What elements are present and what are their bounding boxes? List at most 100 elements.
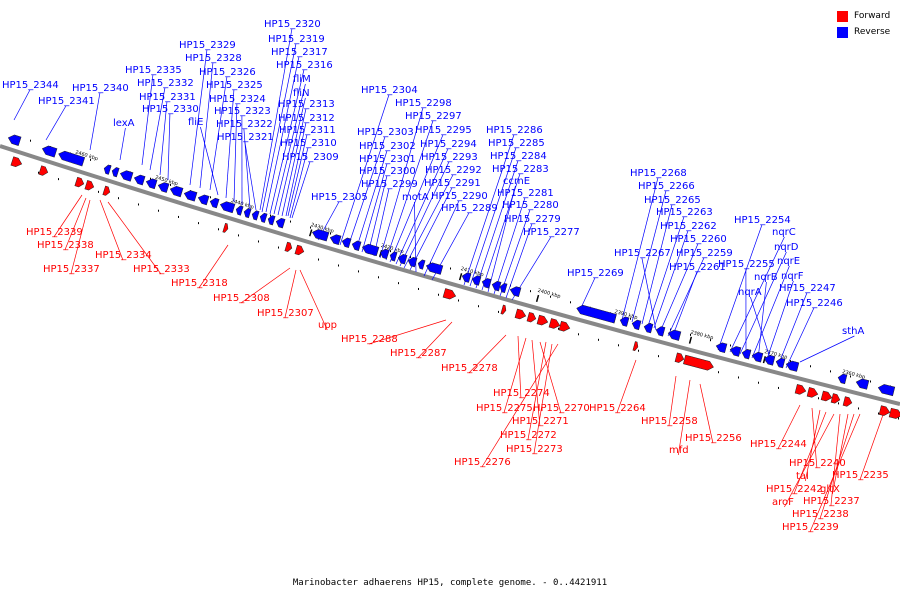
- forward-gene: [683, 354, 714, 371]
- forward-leader-line: [859, 411, 885, 481]
- forward-leader-line: [240, 267, 291, 304]
- reverse-leader-line: [273, 83, 306, 215]
- gene-arrow-shape: [407, 256, 418, 268]
- gene-arrow-shape: [888, 407, 900, 419]
- reverse-gene-label: HP15_2280: [502, 200, 559, 211]
- gene-arrow-shape: [514, 308, 527, 320]
- reverse-gene: [576, 304, 617, 324]
- reverse-gene: [643, 322, 654, 334]
- forward-leader-line: [832, 413, 849, 495]
- forward-gene: [888, 407, 900, 419]
- reverse-gene-label: nqrB: [754, 272, 778, 283]
- gene-arrow-shape: [763, 355, 776, 366]
- forward-leader-line: [527, 341, 547, 441]
- minor-tick-bottom: [278, 246, 279, 249]
- minor-tick-top: [90, 158, 91, 161]
- gene-arrow-shape: [442, 288, 457, 300]
- reverse-gene: [461, 272, 472, 283]
- reverse-leader-line: [347, 136, 386, 248]
- reverse-leader-line: [13, 89, 31, 121]
- gene-arrow-shape: [548, 318, 561, 329]
- reverse-gene-label: HP15_2277: [523, 227, 580, 238]
- forward-leader-line: [299, 269, 328, 331]
- forward-gene: [558, 320, 571, 332]
- reverse-gene-label: HP15_2320: [264, 19, 321, 30]
- forward-gene: [674, 352, 685, 363]
- reverse-gene-label: HP15_2319: [268, 34, 325, 45]
- gene-arrow-shape: [259, 212, 268, 223]
- gene-arrow-shape: [84, 180, 95, 191]
- reverse-leader-line: [579, 277, 596, 311]
- gene-arrow-shape: [775, 357, 786, 369]
- forward-gene-label: HP15_2275: [476, 403, 533, 414]
- reverse-leader-line: [385, 120, 434, 261]
- reverse-gene-label: HP15_2340: [72, 83, 129, 94]
- gene-arrow-shape: [251, 210, 260, 221]
- minor-tick-bottom: [498, 310, 499, 313]
- forward-gene-label: HP15_2308: [213, 293, 270, 304]
- gene-arrow-shape: [74, 176, 85, 188]
- forward-gene: [830, 393, 841, 404]
- forward-leader-line: [368, 319, 447, 345]
- genome-caption: Marinobacter adhaerens HP15, complete ge…: [292, 578, 608, 588]
- forward-gene: [536, 314, 549, 326]
- forward-gene-label: HP15_2271: [512, 416, 569, 427]
- reverse-leader-line: [653, 230, 689, 329]
- reverse-gene-label: nqrA: [738, 287, 762, 298]
- gene-arrow-shape: [379, 248, 390, 260]
- forward-strand-genes: [10, 156, 900, 419]
- reverse-leader-line: [739, 251, 787, 355]
- gene-arrow-shape: [267, 215, 276, 226]
- minor-tick-bottom: [898, 417, 899, 420]
- minor-tick-bottom: [238, 234, 239, 237]
- gene-arrow-shape: [878, 405, 891, 416]
- reverse-leader-line: [493, 197, 526, 295]
- reverse-gene-label: HP15_2332: [137, 78, 194, 89]
- reverse-gene: [145, 178, 158, 190]
- reverse-gene: [111, 167, 120, 178]
- minor-tick-bottom: [758, 381, 759, 384]
- minor-tick-bottom: [878, 412, 879, 415]
- forward-gene-label: HP15_2318: [171, 278, 228, 289]
- gene-arrow-shape: [157, 182, 170, 193]
- gene-arrow-shape: [741, 349, 752, 360]
- reverse-gene-label: HP15_2325: [206, 80, 263, 91]
- minor-tick-bottom: [578, 333, 579, 336]
- reverse-gene-label: HP15_2330: [142, 104, 199, 115]
- reverse-gene-label: HP15_2313: [278, 99, 335, 110]
- minor-tick-top: [570, 301, 571, 304]
- reverse-leader-line: [45, 105, 67, 141]
- gene-arrow-shape: [499, 282, 508, 294]
- minor-tick-bottom: [398, 282, 399, 285]
- tick-label: 2380 kbp: [690, 330, 714, 342]
- reverse-leader-line: [409, 187, 453, 271]
- reverse-gene: [311, 229, 330, 242]
- reverse-leader-line: [355, 150, 388, 251]
- minor-tick-bottom: [558, 327, 559, 330]
- minor-tick-top: [270, 214, 271, 217]
- reverse-gene: [389, 251, 398, 262]
- gene-arrow-shape: [119, 170, 134, 182]
- forward-gene-label: HP15_2264: [589, 403, 646, 414]
- legend-forward-label: Forward: [854, 11, 891, 21]
- minor-tick-top: [170, 183, 171, 186]
- reverse-gene-labels: HP15_2344 HP15_2341 HP15_2340 lexA HP15_2335…: [2, 19, 864, 337]
- reverse-gene-label: HP15_2297: [405, 111, 462, 122]
- reverse-leader-line: [671, 271, 698, 339]
- tick-line: [308, 229, 313, 237]
- reverse-gene: [397, 254, 408, 265]
- reverse-gene: [855, 378, 870, 390]
- gene-arrow-shape: [461, 272, 472, 283]
- gene-arrow-shape: [329, 234, 342, 246]
- reverse-leader-line: [189, 49, 208, 186]
- reverse-gene-label: nqrC: [772, 227, 796, 238]
- minor-tick-bottom: [478, 305, 479, 308]
- reverse-gene-label: HP15_2266: [638, 181, 695, 192]
- reverse-leader-line: [287, 134, 308, 217]
- forward-gene-label: HP15_2242: [766, 484, 823, 495]
- minor-tick-top: [410, 255, 411, 258]
- reverse-leader-line: [751, 265, 790, 359]
- reverse-gene: [275, 217, 286, 229]
- reverse-leader-line: [89, 92, 101, 151]
- forward-leader-line: [793, 411, 827, 495]
